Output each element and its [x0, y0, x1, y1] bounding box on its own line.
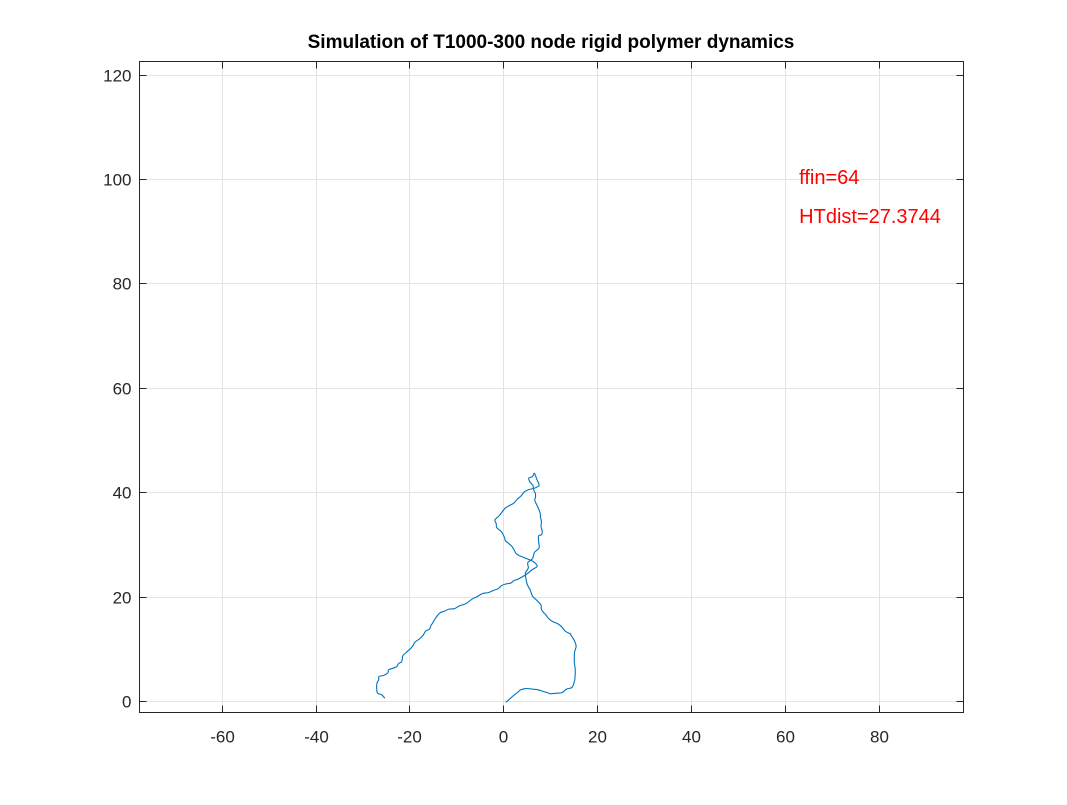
plot-area: [139, 61, 964, 713]
x-tick-label: -60: [210, 728, 235, 747]
x-tick-label: 80: [870, 728, 889, 747]
y-tick-label: 60: [113, 380, 132, 399]
grid: [139, 61, 964, 713]
chart-title: Simulation of T1000-300 node rigid polym…: [308, 32, 795, 53]
y-tick-label: 80: [113, 275, 132, 294]
y-tick-label: 40: [113, 484, 132, 503]
annotation-ffin: ffin=64: [799, 167, 859, 189]
y-tick-label: 100: [103, 171, 131, 190]
x-tick-label: -20: [397, 728, 422, 747]
y-tick-label: 120: [103, 67, 131, 86]
x-tick-label: 40: [682, 728, 701, 747]
y-tick-label: 0: [122, 693, 131, 712]
axis-ticks: -60 -40 -20 0 20 40 60 80 0 20 40 60 80 100 120: [103, 61, 964, 747]
series-group: [376, 472, 577, 703]
y-tick-label: 20: [113, 589, 132, 608]
x-tick-label: -40: [304, 728, 329, 747]
x-tick-label: 0: [499, 728, 508, 747]
annotations: ffin=64 HTdist=27.3744: [799, 167, 941, 228]
polymer-series-line: [376, 472, 577, 703]
x-tick-label: 60: [776, 728, 795, 747]
x-tick-label: 20: [588, 728, 607, 747]
annotation-htdist: HTdist=27.3744: [799, 206, 941, 228]
